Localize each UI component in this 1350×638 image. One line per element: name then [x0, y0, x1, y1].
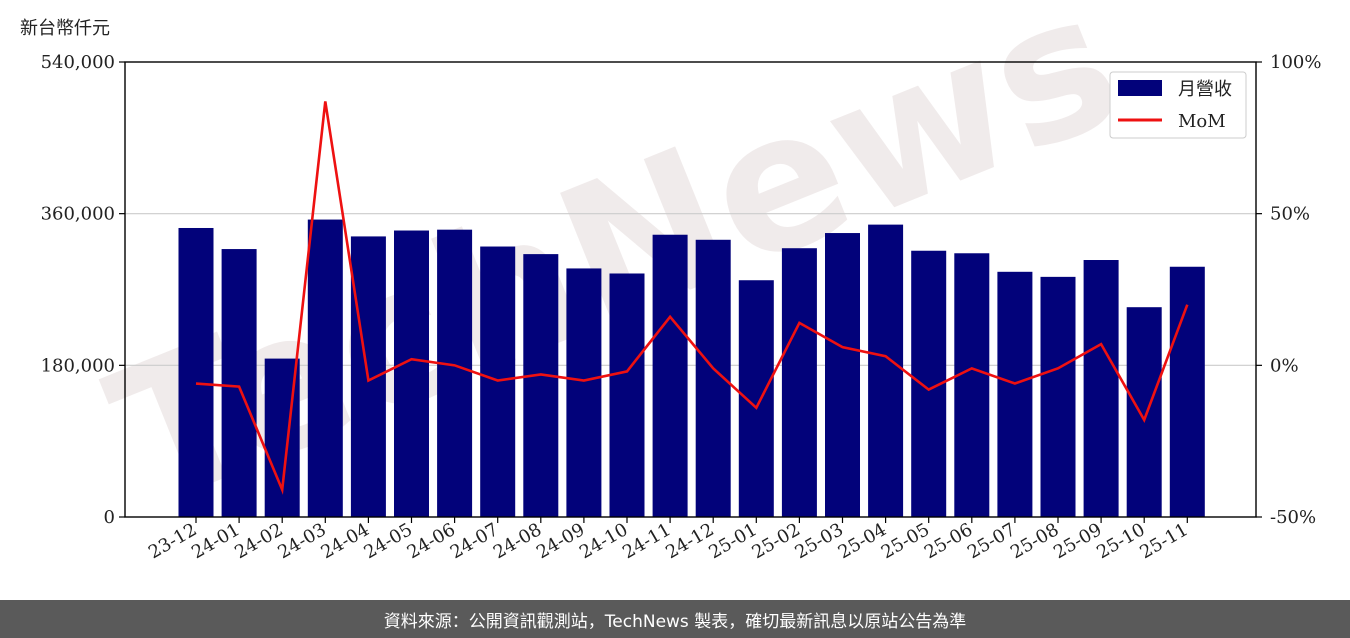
right-tick-label: -50% — [1270, 507, 1316, 528]
x-tick-label: 25-03 — [792, 519, 847, 563]
x-tick-label: 24-08 — [490, 519, 545, 563]
bar-25-03 — [825, 233, 860, 517]
x-tick-label: 25-08 — [1007, 519, 1062, 563]
y-axis-unit-label: 新台幣仟元 — [20, 18, 110, 39]
legend: 月營收 MoM — [1109, 71, 1247, 139]
bar-24-03 — [307, 219, 343, 517]
left-tick-label: 540,000 — [41, 52, 115, 73]
bar-series — [178, 219, 1205, 518]
bar-25-08 — [1040, 276, 1076, 517]
source-footer: 資料來源：公開資訊觀測站，TechNews 製表，確切最新訊息以原站公告為準 — [0, 600, 1350, 638]
right-tick-label: 100% — [1270, 52, 1321, 73]
legend-line-label: MoM — [1178, 111, 1226, 132]
bar-24-01 — [221, 249, 257, 518]
bar-24-11 — [652, 234, 688, 517]
right-tick-label: 50% — [1270, 204, 1310, 225]
x-tick-label: 24-07 — [447, 519, 502, 563]
x-tick-label: 24-12 — [662, 519, 717, 563]
mom-line — [195, 101, 1189, 495]
x-tick-label: 25-09 — [1050, 519, 1105, 563]
x-tick-label: 25-10 — [1093, 519, 1148, 563]
x-tick-label: 25-06 — [921, 519, 976, 563]
x-tick-label: 25-05 — [878, 519, 933, 563]
x-tick-label: 24-04 — [317, 519, 372, 563]
bar-23-12 — [178, 227, 214, 518]
mom-series — [195, 101, 1189, 495]
legend-bar-swatch — [1118, 80, 1162, 96]
left-tick-label: 0 — [104, 507, 115, 528]
plot-frame — [124, 61, 1257, 518]
bar-25-01 — [738, 280, 774, 517]
right-axis: -50% 0% 50% 100% — [1256, 52, 1321, 528]
x-tick-label: 25-02 — [748, 519, 803, 563]
bar-25-06 — [954, 253, 990, 517]
legend-bar-label: 月營收 — [1178, 79, 1232, 100]
x-axis: 23-1224-0124-0224-0324-0424-0524-0624-07… — [145, 517, 1192, 563]
bar-24-09 — [566, 268, 602, 517]
x-tick-label: 25-01 — [705, 519, 760, 563]
bar-25-11 — [1169, 266, 1205, 517]
bar-25-09 — [1083, 260, 1119, 517]
x-tick-label: 24-05 — [361, 519, 416, 563]
left-axis: 0 180,000 360,000 540,000 — [41, 52, 125, 528]
x-tick-label: 24-10 — [576, 519, 631, 563]
bar-25-04 — [868, 224, 904, 518]
bar-24-10 — [609, 273, 645, 517]
bar-24-06 — [437, 229, 473, 518]
bar-24-08 — [523, 254, 559, 517]
bar-25-10 — [1126, 307, 1162, 517]
x-tick-label: 25-11 — [1136, 519, 1191, 563]
x-tick-label: 25-04 — [835, 519, 890, 563]
x-tick-label: 24-03 — [274, 519, 329, 563]
left-tick-label: 360,000 — [41, 204, 115, 225]
x-tick-label: 24-06 — [404, 519, 459, 563]
x-tick-label: 24-09 — [533, 519, 588, 563]
bar-25-07 — [997, 271, 1033, 517]
x-tick-label: 24-11 — [619, 519, 674, 563]
x-tick-label: 25-07 — [964, 519, 1019, 563]
left-tick-label: 180,000 — [41, 355, 115, 376]
right-tick-label: 0% — [1270, 355, 1299, 376]
bar-25-02 — [781, 248, 817, 518]
x-tick-label: 24-02 — [231, 519, 286, 563]
bar-24-05 — [394, 230, 429, 517]
